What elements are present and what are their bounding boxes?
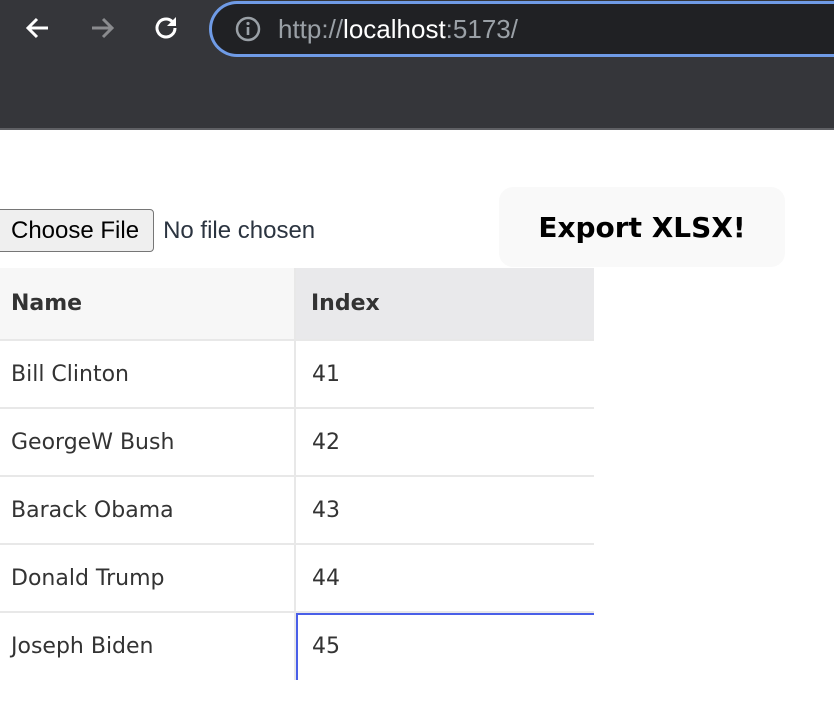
cell-name[interactable]: Barack Obama	[0, 476, 296, 545]
browser-toolbar: http://localhost:5173/	[0, 0, 834, 130]
cell-name[interactable]: Joseph Biden	[0, 612, 296, 680]
cell-index-selected[interactable]: 45	[295, 612, 594, 680]
column-header-index[interactable]: Index	[295, 268, 594, 341]
arrow-right-icon	[92, 17, 115, 39]
cell-name[interactable]: GeorgeW Bush	[0, 408, 296, 477]
cell-index[interactable]: 41	[295, 340, 594, 409]
table-row: Barack Obama 43	[0, 476, 594, 545]
info-icon	[235, 16, 261, 42]
reload-icon	[155, 17, 177, 39]
table-row: Joseph Biden 45	[0, 612, 594, 680]
cell-name[interactable]: Bill Clinton	[0, 340, 296, 409]
choose-file-button[interactable]: Choose File	[0, 209, 155, 252]
cell-index[interactable]: 44	[295, 544, 594, 613]
reload-button[interactable]	[148, 10, 184, 46]
file-status: No file chosen	[163, 216, 316, 244]
table-row: Donald Trump 44	[0, 544, 594, 613]
data-grid: Name Index Bill Clinton 41 GeorgeW Bush 42…	[0, 268, 594, 680]
export-xlsx-button[interactable]: Export XLSX!	[499, 187, 785, 267]
cell-name[interactable]: Donald Trump	[0, 544, 296, 613]
column-header-name[interactable]: Name	[0, 268, 296, 341]
cell-index[interactable]: 43	[295, 476, 594, 545]
table-row: GeorgeW Bush 42	[0, 408, 594, 477]
address-bar[interactable]: http://localhost:5173/	[209, 1, 834, 57]
arrow-left-icon	[25, 17, 48, 39]
forward-button[interactable]	[84, 10, 120, 46]
cell-index[interactable]: 42	[295, 408, 594, 477]
url-text: http://localhost:5173/	[278, 13, 518, 44]
file-input[interactable]: Choose File No file chosen	[0, 209, 315, 252]
table-row: Bill Clinton 41	[0, 340, 594, 409]
back-button[interactable]	[20, 10, 56, 46]
